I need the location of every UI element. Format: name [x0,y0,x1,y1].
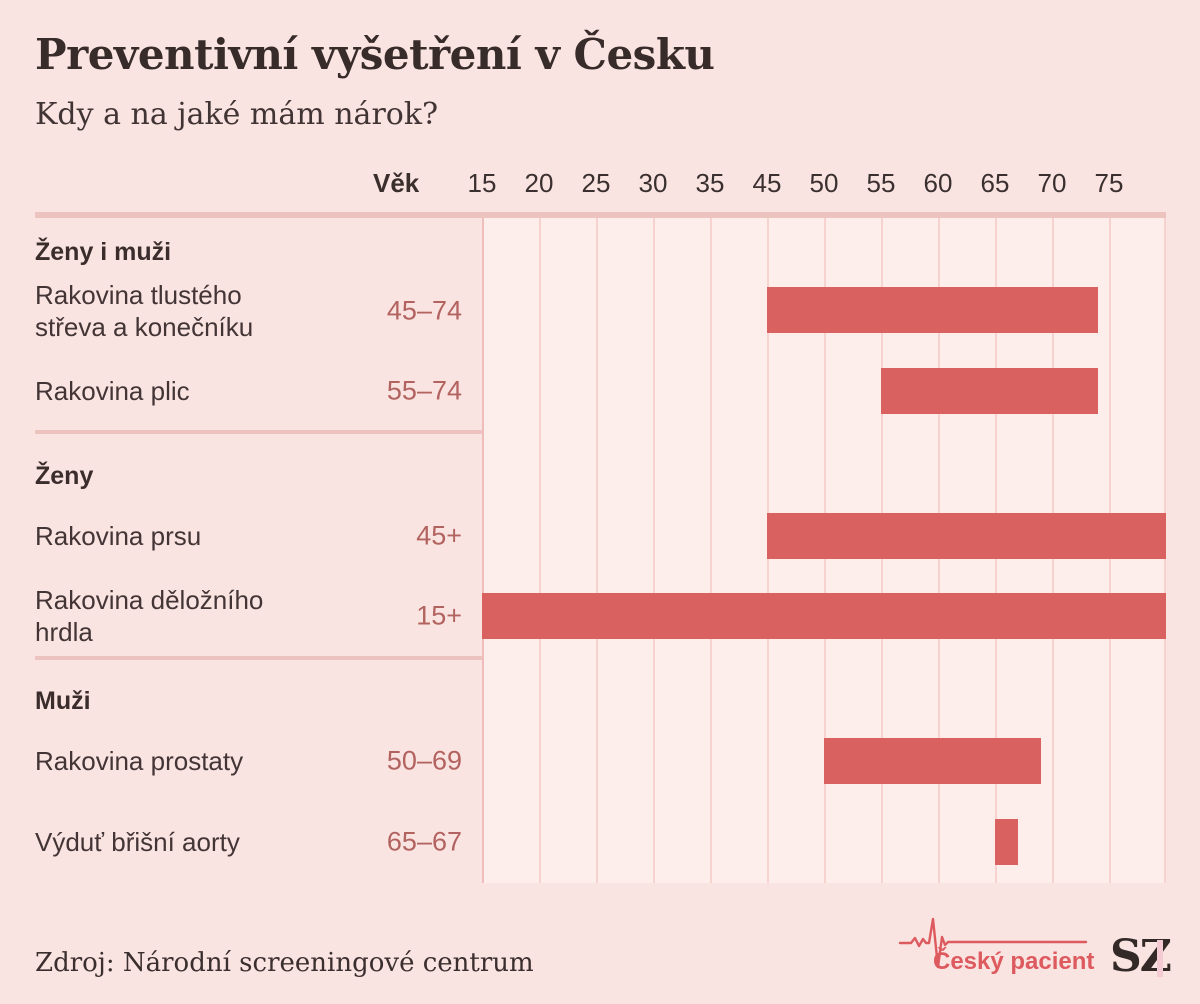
gridline [596,218,598,883]
gridline [710,218,712,883]
age-range-bar [881,368,1098,414]
row-label: Rakovina tlustého střeva a konečníku [35,279,254,342]
sz-logo-cursor-bar [1157,940,1163,977]
gridline [539,218,541,883]
gridline [653,218,655,883]
axis-tick: 60 [923,168,953,198]
axis-tick: 30 [638,168,668,198]
axis-tick: 45 [752,168,782,198]
row-age-range-value: 55–74 [386,375,462,406]
section-header: Ženy [35,462,94,490]
axis-tick: 50 [809,168,839,198]
axis-tick: 75 [1094,168,1124,198]
page-subtitle: Kdy a na jaké mám nárok? [35,97,439,132]
age-range-bar [482,593,1166,639]
gridline [482,218,484,883]
row-age-range-value: 45–74 [386,295,462,326]
axis-tick: 20 [524,168,554,198]
age-range-bar [995,819,1018,865]
cesky-pacient-logo-text: Český pacient [933,948,1095,975]
source-note: Zdroj: Národní screeningové centrum [35,948,534,978]
axis-tick: 65 [980,168,1010,198]
row-label: Rakovina děložního hrdla [35,584,264,647]
plot-area [482,218,1166,883]
axis-tick: 35 [695,168,725,198]
row-label: Rakovina prostaty [35,745,244,776]
age-range-bar [767,287,1098,333]
section-header: Ženy i muži [35,238,172,266]
axis-tick: 70 [1037,168,1067,198]
axis-tick: 15 [467,168,497,198]
row-age-range-value: 45+ [416,520,462,551]
row-age-range-value: 50–69 [386,745,462,776]
row-label: Rakovina prsu [35,520,202,551]
row-age-range-value: 15+ [416,600,462,631]
section-header: Muži [35,687,91,715]
axis-label-age: Věk [373,168,420,198]
axis-tick: 55 [866,168,896,198]
age-range-bar [767,513,1166,559]
row-age-range-value: 65–67 [386,826,462,857]
page-title: Preventivní vyšetření v Česku [35,30,715,79]
row-label: Výduť břišní aorty [35,826,240,857]
row-label: Rakovina plic [35,375,190,406]
axis-ticks: 15 20 25 30 35 45 50 55 60 65 70 75 [0,168,1200,200]
axis-divider [35,212,1166,218]
axis-tick: 25 [581,168,611,198]
heartbeat-icon [898,917,1088,969]
age-range-bar [824,738,1041,784]
